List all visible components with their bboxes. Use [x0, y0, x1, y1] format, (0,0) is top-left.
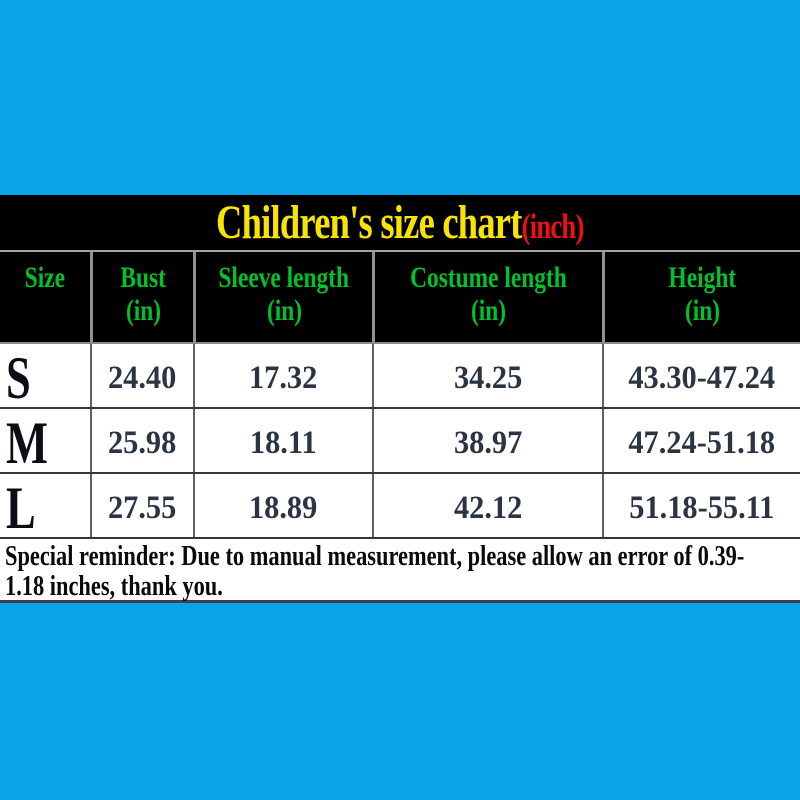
column-header-label: Height [668, 261, 737, 294]
column-header-unit: (in) [684, 294, 721, 327]
bust-value: 27.55 [108, 490, 177, 526]
cell-sleeve-length: 18.89 [193, 474, 372, 543]
column-header-size: Size [0, 252, 90, 342]
column-header-costume-length: Costume length (in) [372, 252, 602, 342]
chart-title-bar: Children's size chart(inch) [0, 195, 800, 252]
reminder-line-2: 1.18 inches, thank you. [5, 571, 223, 602]
cell-costume-length: 38.97 [372, 409, 602, 478]
background-bottom [0, 603, 800, 800]
bust-value: 24.40 [108, 360, 177, 396]
table-row-m: M 25.98 18.11 38.97 47.24-51.18 [0, 407, 800, 478]
background-top [0, 0, 800, 195]
column-header-label: Size [24, 261, 66, 294]
chart-title: Children's size chart [216, 195, 522, 249]
chart-title-wrap: Children's size chart(inch) [216, 195, 585, 249]
cell-costume-length: 42.12 [372, 474, 602, 543]
column-header-label: Costume length [410, 261, 567, 294]
cell-size: L [0, 474, 90, 543]
column-header-height: Height (in) [602, 252, 800, 342]
size-label: L [6, 475, 36, 541]
cell-sleeve-length: 17.32 [193, 344, 372, 413]
cell-bust: 24.40 [90, 344, 193, 413]
size-label: S [6, 345, 31, 411]
table-row-s: S 24.40 17.32 34.25 43.30-47.24 [0, 342, 800, 413]
special-reminder-note: Special reminder: Due to manual measurem… [0, 537, 800, 603]
column-header-unit: (in) [470, 294, 507, 327]
cell-costume-length: 34.25 [372, 344, 602, 413]
chart-title-unit: (inch) [521, 206, 585, 246]
column-header-label: Bust [120, 261, 166, 294]
costume-length-value: 42.12 [453, 490, 523, 526]
height-range-value: 47.24-51.18 [628, 425, 776, 461]
reminder-line-1: Special reminder: Due to manual measurem… [5, 541, 745, 572]
cell-height: 47.24-51.18 [602, 409, 800, 478]
cell-bust: 27.55 [90, 474, 193, 543]
column-header-unit: (in) [266, 294, 302, 327]
height-range-value: 43.30-47.24 [628, 360, 776, 396]
cell-height: 43.30-47.24 [602, 344, 800, 413]
cell-size: M [0, 409, 90, 478]
costume-length-value: 34.25 [453, 360, 523, 396]
cell-height: 51.18-55.11 [602, 474, 800, 543]
cell-size: S [0, 344, 90, 413]
costume-length-value: 38.97 [453, 425, 523, 461]
column-header-sleeve-length: Sleeve length (in) [193, 252, 372, 342]
table-header-row: Size Bust (in) Sleeve length (in) Costum… [0, 252, 800, 342]
sleeve-length-value: 18.89 [249, 490, 318, 526]
column-header-unit: (in) [125, 294, 161, 327]
sleeve-length-value: 17.32 [249, 360, 318, 396]
bust-value: 25.98 [108, 425, 177, 461]
table-row-l: L 27.55 18.89 42.12 51.18-55.11 [0, 472, 800, 543]
size-label: M [6, 410, 48, 476]
sleeve-length-value: 18.11 [250, 425, 317, 461]
cell-bust: 25.98 [90, 409, 193, 478]
cell-sleeve-length: 18.11 [193, 409, 372, 478]
height-range-value: 51.18-55.11 [629, 490, 775, 526]
column-header-bust: Bust (in) [90, 252, 193, 342]
column-header-label: Sleeve length [218, 261, 350, 294]
